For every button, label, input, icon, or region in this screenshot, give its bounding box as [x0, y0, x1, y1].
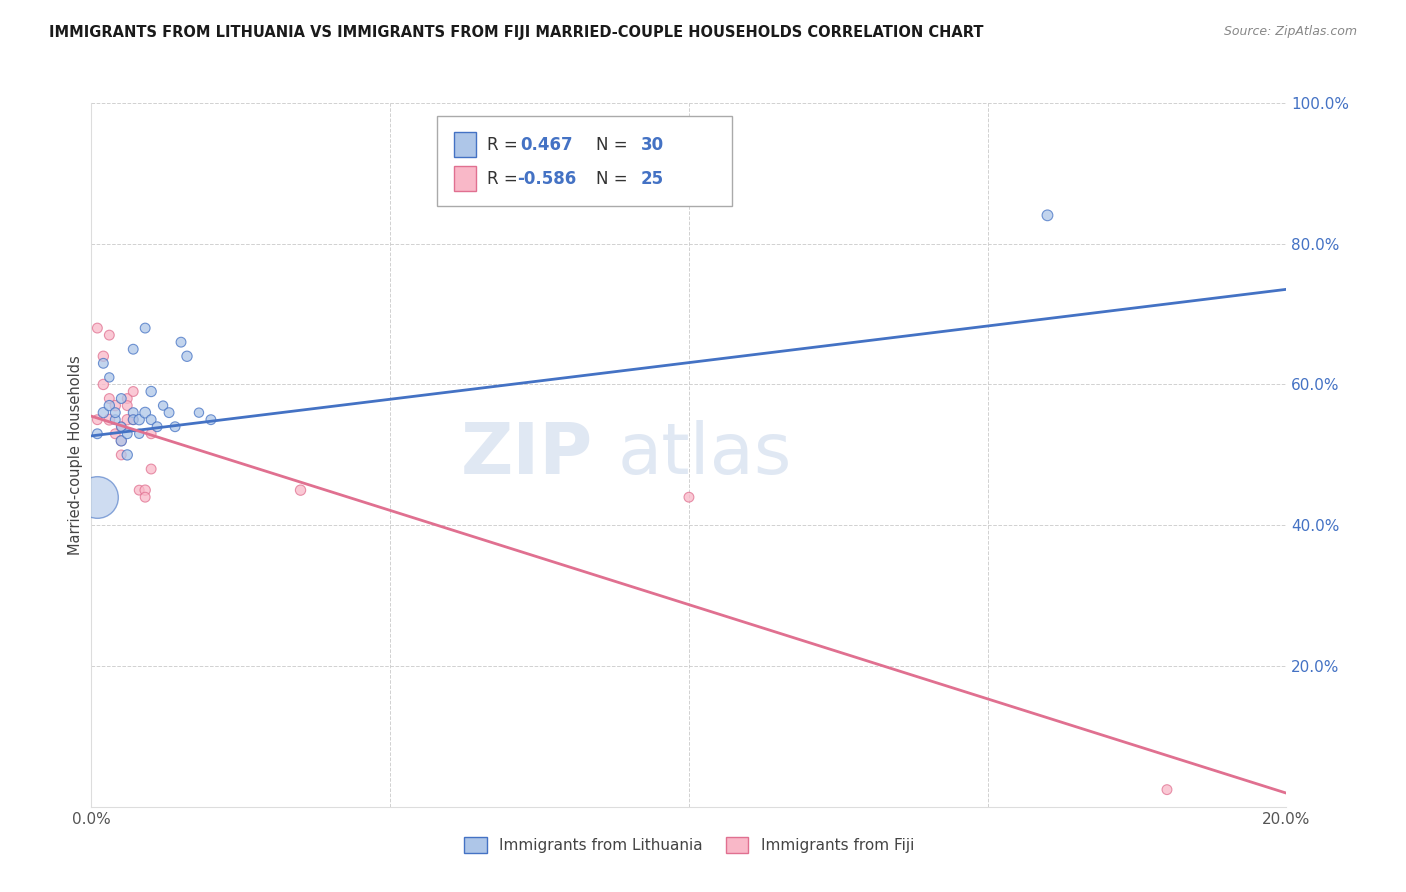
Y-axis label: Married-couple Households: Married-couple Households	[67, 355, 83, 555]
Point	[141, 384, 163, 399]
Point	[170, 335, 193, 350]
Point	[290, 483, 312, 498]
Point	[110, 419, 132, 434]
Text: N =: N =	[596, 169, 633, 187]
Point	[128, 426, 150, 441]
Point	[122, 384, 145, 399]
Point	[86, 412, 108, 427]
Point	[110, 419, 132, 434]
Point	[98, 328, 121, 343]
Point	[115, 399, 138, 413]
Point	[110, 434, 132, 448]
Point	[134, 490, 156, 504]
Point	[86, 321, 108, 335]
Point	[128, 412, 150, 427]
Text: atlas: atlas	[617, 420, 792, 490]
Point	[1036, 208, 1059, 222]
Point	[110, 448, 132, 462]
Point	[104, 426, 127, 441]
Text: IMMIGRANTS FROM LITHUANIA VS IMMIGRANTS FROM FIJI MARRIED-COUPLE HOUSEHOLDS CORR: IMMIGRANTS FROM LITHUANIA VS IMMIGRANTS …	[49, 25, 984, 40]
Point	[188, 406, 211, 420]
Point	[128, 483, 150, 498]
Point	[678, 490, 700, 504]
Point	[98, 399, 121, 413]
Point	[134, 406, 156, 420]
Point	[86, 490, 108, 504]
Point	[157, 406, 180, 420]
Point	[163, 419, 186, 434]
Text: ZIP: ZIP	[461, 420, 593, 490]
Point	[141, 412, 163, 427]
Point	[93, 349, 115, 363]
Point	[134, 321, 156, 335]
Point	[104, 406, 127, 420]
Text: -0.586: -0.586	[517, 169, 576, 187]
Point	[141, 462, 163, 476]
Point	[146, 419, 169, 434]
Point	[115, 412, 138, 427]
Point	[122, 406, 145, 420]
Point	[104, 412, 127, 427]
Point	[86, 426, 108, 441]
Point	[98, 392, 121, 406]
Text: 0.467: 0.467	[520, 136, 572, 153]
Point	[115, 392, 138, 406]
Point	[122, 343, 145, 357]
Text: 25: 25	[641, 169, 664, 187]
Text: 30: 30	[641, 136, 664, 153]
Point	[115, 448, 138, 462]
Point	[122, 412, 145, 427]
Point	[110, 434, 132, 448]
Text: Source: ZipAtlas.com: Source: ZipAtlas.com	[1223, 25, 1357, 38]
Text: R =: R =	[488, 136, 523, 153]
Point	[98, 370, 121, 384]
Text: N =: N =	[596, 136, 633, 153]
Point	[110, 392, 132, 406]
Point	[93, 377, 115, 392]
Text: R =: R =	[488, 169, 523, 187]
Point	[122, 412, 145, 427]
Point	[98, 412, 121, 427]
Point	[93, 356, 115, 370]
Point	[152, 399, 174, 413]
Point	[93, 406, 115, 420]
Point	[134, 483, 156, 498]
Point	[176, 349, 198, 363]
Point	[115, 426, 138, 441]
Legend: Immigrants from Lithuania, Immigrants from Fiji: Immigrants from Lithuania, Immigrants fr…	[458, 831, 920, 860]
Point	[200, 412, 222, 427]
Point	[1156, 782, 1178, 797]
Point	[104, 399, 127, 413]
Point	[141, 426, 163, 441]
